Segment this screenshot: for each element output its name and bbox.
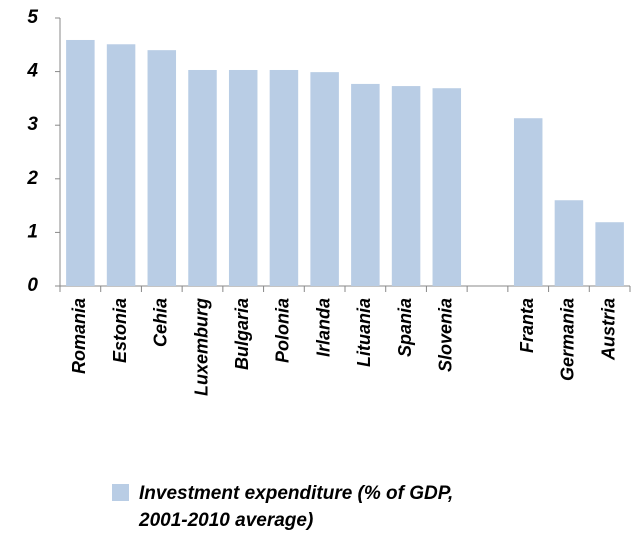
x-tick-label: Irlanda: [313, 298, 333, 357]
bar: [351, 83, 380, 286]
x-tick-label: Austria: [598, 298, 618, 361]
legend-swatch: [112, 484, 129, 501]
chart: 0 1 2 3 4 5 Romania Estonia Cehia Luxemburg Bulgar…: [26, 7, 631, 396]
x-tick-label: Germania: [558, 298, 578, 381]
bar: [228, 69, 258, 286]
bar: [106, 44, 136, 286]
x-tick-label: Luxemburg: [191, 298, 211, 396]
bar: [554, 200, 584, 286]
bar: [147, 50, 177, 286]
bar: [432, 88, 462, 286]
bar: [188, 69, 217, 286]
x-tick-label: Franta: [517, 298, 537, 353]
legend-label: Investment expenditure (% of GDP, 2001-2…: [139, 483, 454, 531]
x-tick-label: Slovenia: [436, 298, 456, 372]
bar: [310, 72, 339, 286]
y-tick-label: 2: [26, 168, 38, 189]
y-tick-label: 4: [26, 61, 38, 82]
x-tick-label: Estonia: [110, 298, 130, 363]
y-tick-label: 3: [27, 114, 38, 135]
y-tick-label: 1: [27, 221, 38, 242]
bar: [391, 86, 421, 287]
x-tick-label: Polonia: [273, 298, 293, 363]
x-tick-label: Spania: [395, 298, 415, 357]
legend: Investment expenditure (% of GDP, 2001-2…: [112, 480, 542, 534]
y-tick-label: 0: [27, 275, 38, 296]
bar: [595, 222, 624, 286]
y-tick-label: 5: [27, 7, 38, 28]
x-tick-label: Bulgaria: [232, 298, 252, 370]
x-tick-label: Cehia: [151, 298, 171, 347]
bar: [269, 69, 299, 286]
x-tick-label: Romania: [69, 298, 89, 374]
x-tick-label: Lituania: [354, 298, 374, 367]
bar: [66, 39, 95, 287]
bar: [513, 118, 543, 287]
